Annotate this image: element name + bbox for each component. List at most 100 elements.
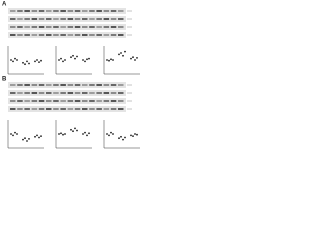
data-point xyxy=(112,133,114,135)
blot-strip xyxy=(8,24,126,30)
blot-band xyxy=(31,92,38,94)
data-point xyxy=(132,56,134,59)
blot-band xyxy=(31,10,38,12)
blot-band xyxy=(10,18,16,20)
data-point xyxy=(110,58,112,61)
data-point xyxy=(60,132,62,135)
data-point xyxy=(134,59,136,61)
blot-band xyxy=(96,18,102,20)
blot-band xyxy=(82,34,88,36)
blot-band xyxy=(118,10,124,12)
blot-band xyxy=(118,84,124,86)
data-point xyxy=(28,62,30,65)
blot-band xyxy=(38,26,45,28)
blot-band xyxy=(53,100,59,102)
blot-strip xyxy=(8,32,126,38)
blot-band xyxy=(89,100,95,102)
blot-band xyxy=(103,34,110,36)
blot-band xyxy=(38,92,45,94)
figure: A B xyxy=(2,2,140,149)
data-point xyxy=(16,59,18,61)
data-point xyxy=(24,137,26,140)
blot-band xyxy=(82,10,88,12)
blot-band xyxy=(38,18,45,20)
blot-band xyxy=(74,18,81,20)
blot-band xyxy=(96,84,102,86)
data-point xyxy=(10,133,12,135)
blot-band xyxy=(10,92,16,94)
blot-band xyxy=(82,26,88,28)
blot-band xyxy=(17,26,23,28)
data-point xyxy=(108,134,110,137)
data-point xyxy=(64,59,66,61)
blot-band xyxy=(82,100,88,102)
data-point xyxy=(14,131,16,134)
data-point xyxy=(112,59,114,61)
blot-band xyxy=(110,108,117,110)
blot-band xyxy=(17,34,23,36)
blot-band xyxy=(60,18,66,20)
data-point xyxy=(72,54,74,57)
blot-band xyxy=(10,100,16,102)
data-point xyxy=(118,137,120,140)
data-point xyxy=(82,133,84,135)
blot-band xyxy=(38,108,45,110)
blot-band xyxy=(24,34,30,36)
data-point xyxy=(122,54,124,57)
blot-band xyxy=(60,26,66,28)
data-point xyxy=(88,57,90,60)
blot-band xyxy=(103,92,110,94)
blot-band xyxy=(74,100,81,102)
blot-band xyxy=(96,100,102,102)
data-point xyxy=(130,57,132,60)
blot-band xyxy=(53,10,59,12)
blot-strip xyxy=(8,98,126,104)
blot-band xyxy=(89,92,95,94)
blot-band xyxy=(110,100,117,102)
blot-band xyxy=(67,92,74,94)
data-point xyxy=(22,61,24,64)
blot-band xyxy=(53,84,59,86)
data-point xyxy=(34,60,36,63)
blot-band xyxy=(110,84,117,86)
blot-band xyxy=(53,26,59,28)
data-point xyxy=(26,60,28,63)
data-point xyxy=(136,57,138,59)
data-point xyxy=(60,57,62,60)
data-point xyxy=(82,59,84,61)
data-point xyxy=(12,60,14,63)
data-point xyxy=(76,129,78,132)
blot-band xyxy=(10,10,16,12)
data-point xyxy=(10,59,12,61)
blot-band xyxy=(67,34,74,36)
data-point xyxy=(86,134,88,137)
blot-band xyxy=(103,108,110,110)
blot-band xyxy=(24,100,30,102)
data-point xyxy=(64,133,66,135)
blot-band xyxy=(46,84,52,86)
blot-band xyxy=(17,92,23,94)
blot-band xyxy=(17,84,23,86)
data-point xyxy=(62,60,64,63)
blot-band xyxy=(31,34,38,36)
blot-band xyxy=(110,10,117,12)
blot-band xyxy=(67,18,74,20)
data-point xyxy=(108,59,110,62)
blot-band xyxy=(46,26,52,28)
data-point xyxy=(134,133,136,135)
data-point xyxy=(36,134,38,137)
blot-band xyxy=(24,10,30,12)
data-point xyxy=(34,135,36,138)
data-point xyxy=(106,59,108,61)
blot-band xyxy=(118,100,124,102)
blot-band xyxy=(89,108,95,110)
blot-band xyxy=(10,26,16,28)
panel-label: B xyxy=(2,77,7,83)
blot-band xyxy=(67,108,74,110)
data-point xyxy=(28,138,30,140)
blot-band xyxy=(118,26,124,28)
blot-band xyxy=(103,26,110,28)
blot-band xyxy=(74,10,81,12)
blot-band xyxy=(24,26,30,28)
blot-band xyxy=(89,18,95,20)
